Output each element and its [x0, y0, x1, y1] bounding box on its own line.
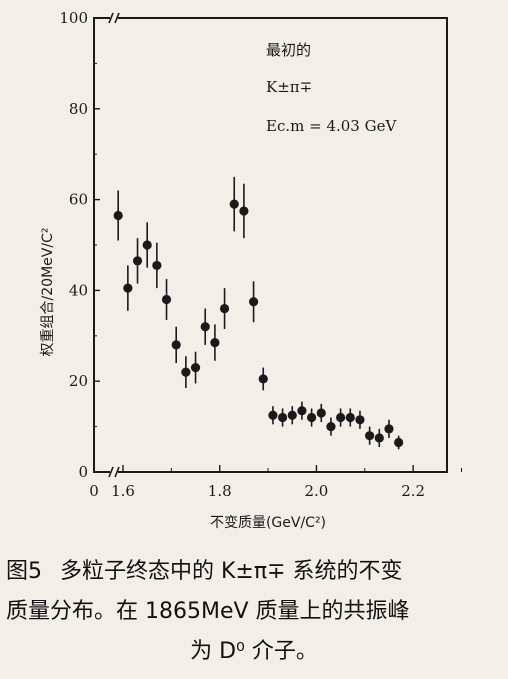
- caption-line-1: 图5 多粒子终态中的 K±π∓ 系统的不变: [0, 552, 508, 592]
- x-axis-break-stroke-a: [108, 466, 114, 478]
- y-tick-label-4: 80: [69, 100, 88, 118]
- x-axis-break-stroke-b: [114, 466, 120, 478]
- chart: 0 20 40 60 80 100 1.6 1.8 2.0 2.2 0 权重组合/20MeV/C²…: [40, 9, 463, 531]
- data-point-17: [277, 412, 288, 423]
- data-point-14: [248, 297, 259, 307]
- top-axis-break-stroke-a: [108, 12, 114, 24]
- data-point-27: [374, 433, 384, 443]
- data-point-15: [258, 374, 268, 384]
- top-axis-break-stroke-b: [114, 12, 120, 24]
- data-point-29: [394, 437, 404, 448]
- data-point-4: [152, 260, 162, 271]
- figure-caption: 图5 多粒子终态中的 K±π∓ 系统的不变 质量分布。在 1865MeV 质量上的…: [0, 552, 508, 672]
- data-point-1: [123, 283, 133, 293]
- data-point-6: [171, 340, 181, 350]
- y-axis-label: 权重组合/20MeV/C²: [40, 228, 56, 357]
- y-tick-label-1: 20: [69, 372, 88, 390]
- caption-line-3: 为 D⁰ 介子。: [190, 639, 318, 664]
- y-tick-label-5: 100: [59, 9, 88, 27]
- data-point-7: [181, 367, 191, 377]
- caption-line-1-text: 多粒子终态中的 K±π∓ 系统的不变: [60, 559, 403, 584]
- annotation-line-1: 最初的: [266, 41, 311, 59]
- caption-line-2: 质量分布。在 1865MeV 质量上的共振峰: [6, 599, 410, 624]
- data-point-9: [200, 322, 210, 332]
- x-tick-label-3: 2.2: [401, 482, 425, 500]
- data-point-10: [210, 338, 220, 348]
- x-tick-label-1: 1.8: [208, 482, 232, 500]
- data-point-22: [326, 422, 336, 432]
- data-point-3: [142, 240, 152, 250]
- x-tick-label-2: 2.0: [305, 482, 329, 500]
- data-point-8: [190, 362, 201, 373]
- data-points: [113, 176, 404, 450]
- data-point-18: [287, 410, 297, 420]
- annotation-line-2: K±π∓: [266, 78, 312, 96]
- data-point-25: [355, 415, 365, 425]
- data-point-28: [384, 424, 394, 434]
- data-point-2: [132, 256, 143, 266]
- data-point-12: [229, 199, 239, 209]
- data-point-26: [365, 431, 375, 441]
- data-point-19: [297, 406, 307, 416]
- x-tick-label-0: 1.6: [111, 482, 135, 500]
- top-axis-break-gap: [110, 12, 118, 24]
- data-point-13: [239, 206, 249, 216]
- x-axis-ticks: 1.6 1.8 2.0 2.2 0: [89, 465, 463, 500]
- data-point-11: [219, 303, 230, 314]
- y-tick-label-3: 60: [69, 191, 88, 209]
- y-axis-ticks: 0 20 40 60 80 100: [59, 9, 100, 481]
- data-point-5: [161, 294, 172, 305]
- data-point-16: [268, 410, 278, 420]
- data-point-24: [345, 412, 355, 423]
- annotation-line-3: Ec.m = 4.03 GeV: [266, 117, 397, 135]
- x-axis-break-gap: [110, 466, 118, 478]
- data-point-0: [113, 210, 123, 221]
- data-point-21: [316, 408, 326, 418]
- y-tick-label-0: 0: [78, 463, 88, 481]
- x-tick-label-zero: 0: [89, 482, 99, 500]
- x-axis-label: 不变质量(GeV/C²): [210, 515, 326, 531]
- data-point-23: [336, 412, 346, 423]
- caption-figure-number: 图5: [6, 559, 42, 584]
- y-tick-label-2: 40: [69, 281, 88, 299]
- data-point-20: [307, 412, 317, 423]
